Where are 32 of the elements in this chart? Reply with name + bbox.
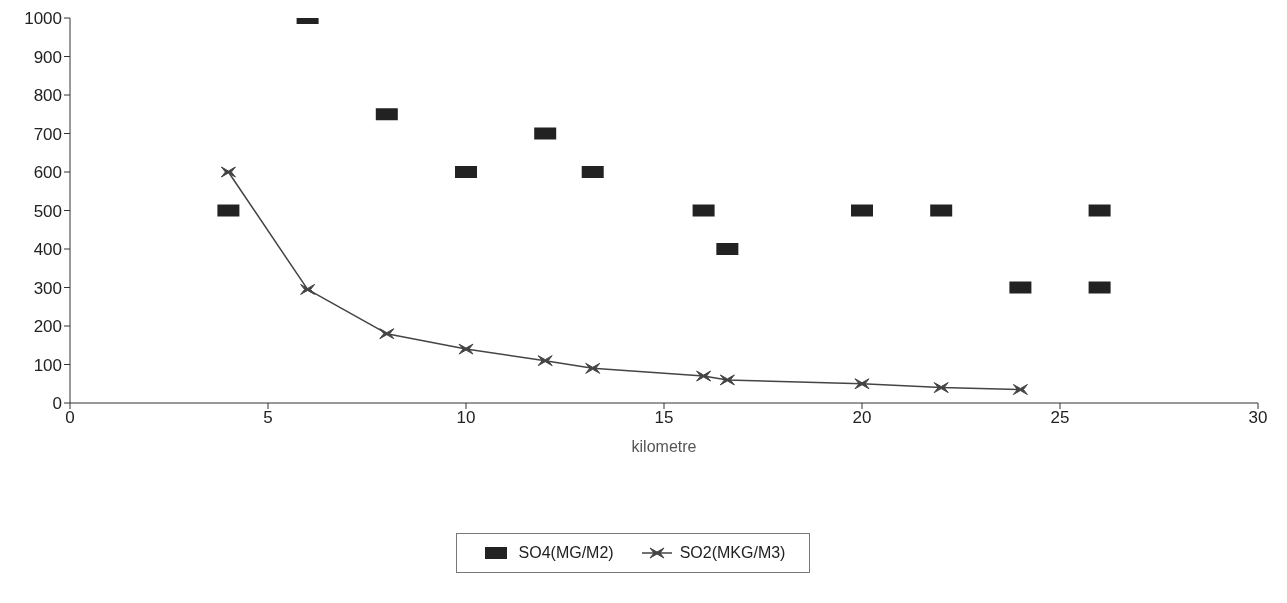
point — [933, 382, 949, 394]
point — [585, 362, 601, 374]
y-tick-label: 0 — [52, 394, 62, 414]
x-axis-title: kilometre — [631, 438, 697, 456]
point — [1012, 384, 1028, 396]
legend-label: SO4(MG/M2) — [517, 544, 614, 562]
x-tick-label: 15 — [654, 408, 674, 428]
point — [696, 370, 712, 382]
y-tick-label: 600 — [33, 163, 62, 183]
x-tick-label: 10 — [456, 408, 476, 428]
y-tick-label: 1000 — [24, 9, 62, 29]
y-tick-label: 300 — [33, 278, 62, 298]
y-tick-label: 800 — [33, 86, 62, 106]
legend-label: SO2(MKG/M3) — [678, 544, 786, 562]
x-tick-label: 0 — [65, 408, 75, 428]
y-tick-label: 700 — [33, 124, 62, 144]
y-tick-label: 500 — [33, 201, 62, 221]
point — [537, 355, 553, 367]
x-tick-label: 30 — [1248, 408, 1268, 428]
y-tick-label: 100 — [33, 355, 62, 375]
y-tick-label: 900 — [33, 47, 62, 67]
point — [854, 378, 870, 390]
x-tick-label: 20 — [852, 408, 872, 428]
point — [719, 374, 735, 386]
point — [300, 283, 316, 295]
x-tick-label: 25 — [1050, 408, 1070, 428]
y-tick-label: 200 — [33, 317, 62, 337]
x-tick-label: 5 — [263, 408, 273, 428]
point — [379, 328, 395, 340]
point — [458, 343, 474, 355]
point — [220, 166, 236, 178]
y-tick-label: 400 — [33, 240, 62, 260]
